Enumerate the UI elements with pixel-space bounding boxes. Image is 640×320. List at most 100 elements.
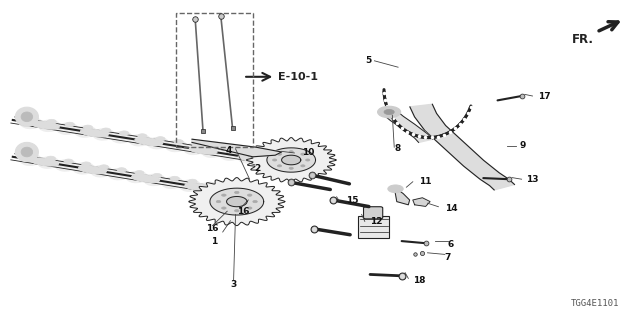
Polygon shape [246, 138, 336, 182]
Circle shape [301, 153, 305, 155]
Ellipse shape [120, 131, 129, 135]
Text: 12: 12 [370, 217, 383, 226]
Circle shape [221, 207, 226, 209]
Ellipse shape [21, 147, 33, 157]
Circle shape [234, 191, 239, 194]
Circle shape [248, 194, 252, 196]
Ellipse shape [56, 160, 76, 171]
Ellipse shape [202, 146, 223, 157]
Polygon shape [189, 178, 285, 226]
Ellipse shape [31, 158, 58, 166]
Ellipse shape [156, 137, 165, 141]
Ellipse shape [91, 165, 112, 177]
Polygon shape [383, 110, 433, 142]
Ellipse shape [29, 153, 38, 158]
Polygon shape [413, 198, 430, 206]
Ellipse shape [109, 168, 129, 180]
Circle shape [388, 185, 403, 193]
Text: 16: 16 [237, 207, 250, 216]
Ellipse shape [73, 163, 94, 174]
Ellipse shape [38, 120, 60, 132]
Ellipse shape [259, 191, 268, 195]
Ellipse shape [184, 143, 205, 155]
Ellipse shape [241, 188, 250, 192]
Ellipse shape [215, 186, 236, 197]
Text: 5: 5 [365, 56, 371, 65]
Text: 4: 4 [225, 146, 232, 155]
Ellipse shape [232, 188, 253, 200]
Ellipse shape [246, 151, 256, 156]
Ellipse shape [192, 142, 202, 147]
Ellipse shape [147, 137, 168, 149]
Polygon shape [267, 148, 316, 172]
Ellipse shape [188, 179, 197, 184]
Circle shape [384, 109, 394, 115]
Ellipse shape [223, 185, 232, 189]
Text: 7: 7 [445, 253, 451, 262]
Circle shape [221, 194, 226, 196]
Circle shape [234, 210, 239, 212]
Ellipse shape [129, 134, 150, 146]
Circle shape [301, 165, 305, 167]
Text: 15: 15 [346, 196, 358, 205]
Ellipse shape [256, 155, 277, 166]
Ellipse shape [132, 174, 159, 182]
Text: 9: 9 [520, 141, 526, 150]
Text: 8: 8 [394, 144, 401, 153]
Polygon shape [210, 188, 264, 215]
Circle shape [253, 200, 257, 203]
Polygon shape [192, 139, 282, 157]
Text: 17: 17 [538, 92, 550, 100]
Ellipse shape [152, 173, 162, 178]
Circle shape [378, 106, 401, 118]
Ellipse shape [57, 123, 77, 134]
FancyBboxPatch shape [358, 216, 389, 238]
Ellipse shape [64, 159, 73, 164]
Polygon shape [227, 196, 247, 207]
Ellipse shape [162, 177, 182, 188]
Bar [176, 13, 253, 147]
Ellipse shape [174, 140, 183, 144]
Ellipse shape [211, 145, 220, 150]
Ellipse shape [83, 125, 93, 130]
Text: FR.: FR. [572, 33, 594, 46]
Polygon shape [410, 104, 515, 190]
Ellipse shape [135, 171, 144, 175]
Polygon shape [394, 187, 410, 205]
Text: 10: 10 [302, 148, 314, 157]
Text: E-10-1: E-10-1 [278, 72, 319, 82]
Ellipse shape [82, 162, 91, 166]
Text: 16: 16 [206, 224, 219, 233]
Ellipse shape [29, 116, 38, 121]
Ellipse shape [197, 183, 218, 194]
Ellipse shape [189, 146, 217, 154]
Ellipse shape [138, 134, 147, 138]
Ellipse shape [135, 138, 163, 146]
Ellipse shape [75, 126, 96, 137]
Ellipse shape [179, 180, 200, 191]
Circle shape [248, 207, 252, 209]
Ellipse shape [65, 122, 74, 127]
Text: 18: 18 [413, 276, 426, 285]
Circle shape [277, 153, 282, 155]
Ellipse shape [166, 140, 186, 152]
Text: 2: 2 [255, 164, 261, 172]
FancyBboxPatch shape [364, 207, 383, 219]
Circle shape [273, 159, 276, 161]
Ellipse shape [250, 191, 271, 203]
Ellipse shape [15, 107, 38, 126]
Ellipse shape [102, 128, 111, 132]
Circle shape [289, 151, 293, 153]
Ellipse shape [15, 142, 38, 162]
Ellipse shape [38, 157, 59, 168]
Text: 3: 3 [230, 280, 237, 289]
Text: 14: 14 [445, 204, 458, 213]
Text: 1: 1 [211, 237, 218, 246]
Text: TGG4E1101: TGG4E1101 [571, 299, 620, 308]
Ellipse shape [20, 154, 41, 165]
Circle shape [289, 167, 293, 169]
Ellipse shape [233, 191, 260, 199]
Ellipse shape [185, 183, 212, 191]
Ellipse shape [126, 171, 147, 183]
Ellipse shape [93, 129, 114, 140]
